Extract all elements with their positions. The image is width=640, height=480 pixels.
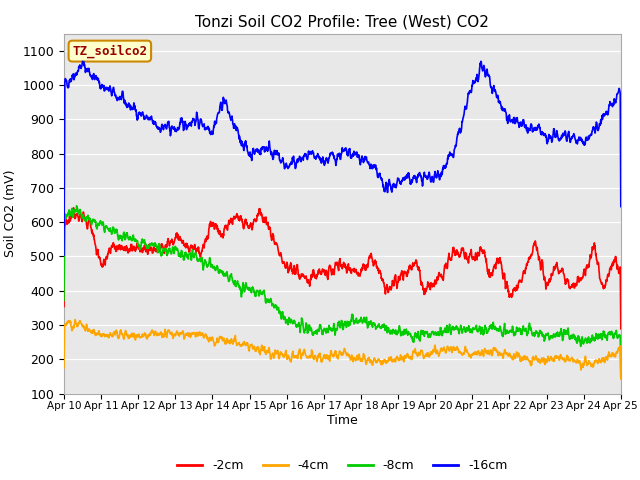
X-axis label: Time: Time [327, 414, 358, 427]
Y-axis label: Soil CO2 (mV): Soil CO2 (mV) [4, 170, 17, 257]
Text: TZ_soilco2: TZ_soilco2 [72, 44, 147, 58]
Legend: -2cm, -4cm, -8cm, -16cm: -2cm, -4cm, -8cm, -16cm [172, 455, 513, 477]
Title: Tonzi Soil CO2 Profile: Tree (West) CO2: Tonzi Soil CO2 Profile: Tree (West) CO2 [195, 15, 490, 30]
